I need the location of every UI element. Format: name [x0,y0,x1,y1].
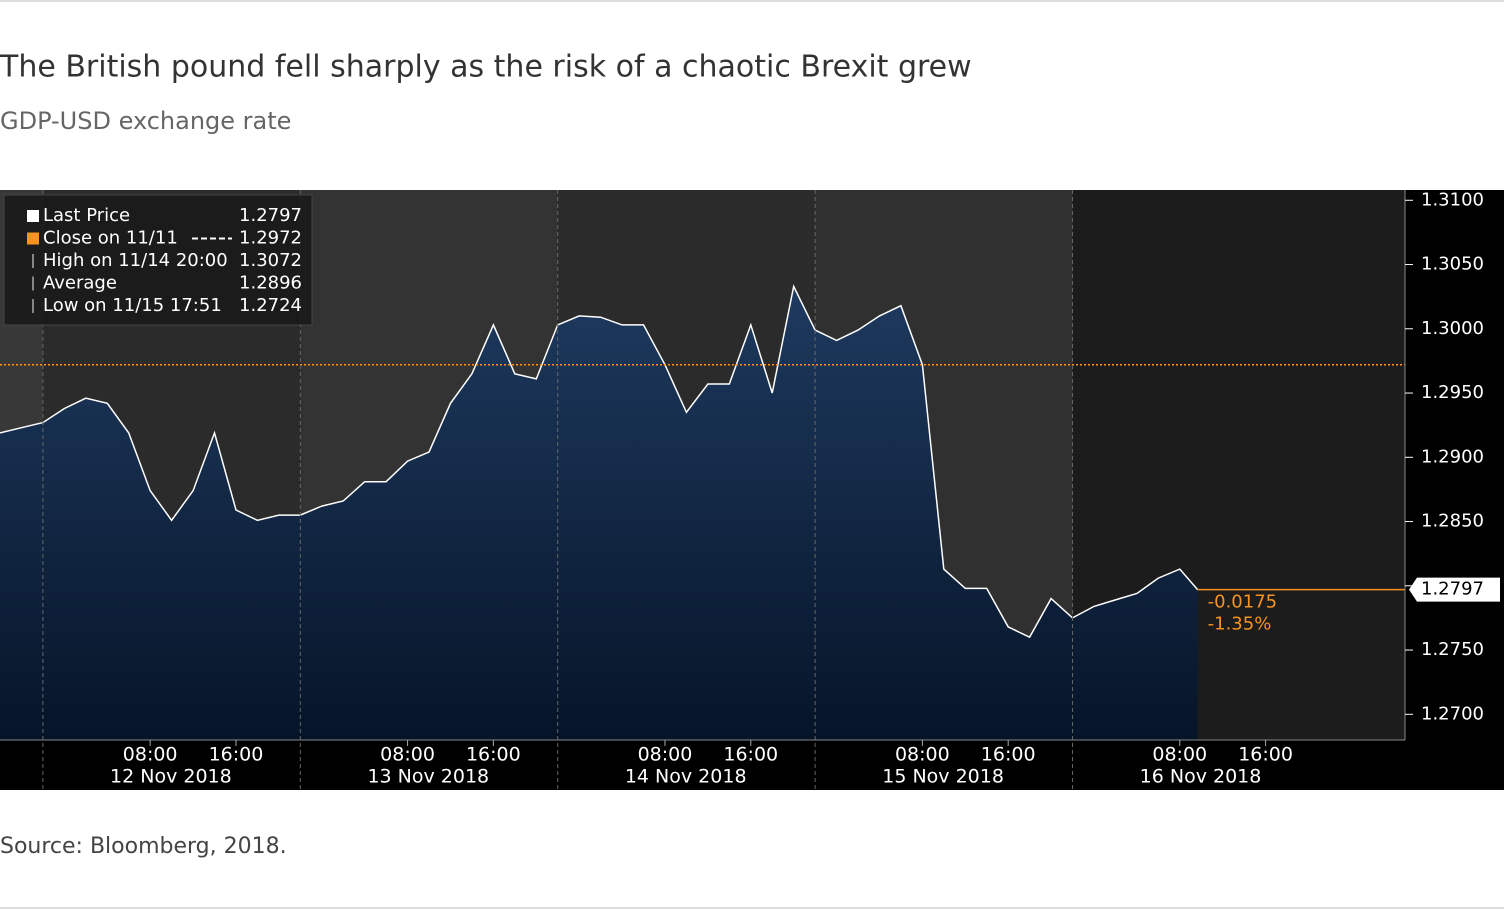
y-tick-label: 1.2750 [1421,639,1484,660]
y-tick-label: 1.3050 [1421,254,1484,275]
y-tick-label: 1.2900 [1421,446,1484,467]
chart-subtitle: GDP-USD exchange rate [0,107,291,135]
y-tick-label: 1.3000 [1421,318,1484,339]
change-label: -0.0175 [1208,592,1277,613]
legend-value: 1.3072 [239,250,302,271]
legend-name: Average [43,273,117,294]
chart-title: The British pound fell sharply as the ri… [0,50,972,85]
legend-value: 1.2724 [239,295,302,316]
price-area [0,286,1198,740]
last-price-tag [1409,577,1500,602]
legend-box [3,194,313,326]
legend-name: Low on 11/15 17:51 [43,295,222,316]
x-tick-label: 08:00 [123,744,178,766]
change-pct-label: -1.35% [1208,614,1272,635]
legend-name: Close on 11/11 [43,228,178,249]
x-tick-label: 16:00 [1238,744,1293,766]
legend-swatch [27,210,39,222]
session-label: 15 Nov 2018 [882,766,1004,788]
legend-name: Last Price [43,205,130,226]
legend-swatch [27,232,39,245]
y-tick-label: 1.2950 [1421,382,1484,403]
source-note: Source: Bloomberg, 2018. [0,834,287,859]
session-label: 14 Nov 2018 [625,766,747,788]
legend-value: 1.2972 [239,228,302,249]
x-tick-label: 08:00 [1152,744,1207,766]
y-tick-label: 1.3100 [1421,189,1484,210]
y-tick-label: 1.2850 [1421,511,1484,532]
session-label: 16 Nov 2018 [1140,766,1262,788]
session-label: 13 Nov 2018 [367,766,489,788]
legend-value: 1.2797 [239,205,302,226]
x-tick-label: 16:00 [723,744,778,766]
y-tick-label: 1.2700 [1421,703,1484,724]
price-line [0,284,1199,639]
legend-name: High on 11/14 20:00 [43,250,228,271]
x-tick-label: 08:00 [380,744,435,766]
legend-value: 1.2896 [239,273,302,294]
x-tick-label: 16:00 [466,744,521,766]
x-tick-label: 08:00 [895,744,950,766]
last-price-tag-label: 1.2797 [1421,579,1484,600]
x-tick-label: 16:00 [209,744,264,766]
session-label: 12 Nov 2018 [110,766,232,788]
x-tick-label: 08:00 [638,744,693,766]
x-tick-label: 16:00 [981,744,1036,766]
